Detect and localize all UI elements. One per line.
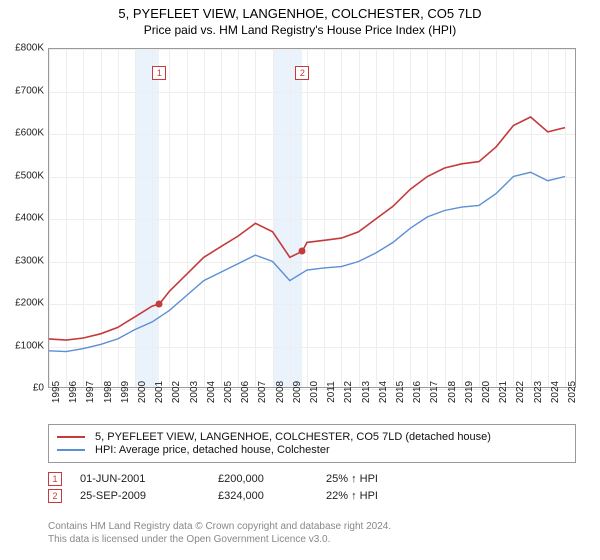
y-tick-label: £400K: [15, 213, 44, 224]
title-block: 5, PYEFLEET VIEW, LANGENHOE, COLCHESTER,…: [0, 0, 600, 37]
legend-swatch: [57, 449, 85, 451]
series-hpi: [49, 172, 565, 351]
x-tick-label: 2005: [223, 381, 234, 403]
x-tick-label: 2020: [481, 381, 492, 403]
x-tick-label: 2007: [257, 381, 268, 403]
chart-marker: 2: [295, 66, 309, 80]
x-tick-label: 2025: [567, 381, 578, 403]
x-tick-label: 2008: [275, 381, 286, 403]
legend-item: HPI: Average price, detached house, Colc…: [57, 444, 567, 456]
x-tick-label: 2019: [464, 381, 475, 403]
x-tick-label: 2014: [378, 381, 389, 403]
sale-date: 25-SEP-2009: [80, 490, 200, 502]
x-tick-label: 1999: [120, 381, 131, 403]
x-tick-label: 2015: [395, 381, 406, 403]
chart-marker: 1: [152, 66, 166, 80]
sale-marker-icon: 1: [48, 472, 62, 486]
footer-line: Contains HM Land Registry data © Crown c…: [48, 520, 576, 533]
y-tick-label: £800K: [15, 43, 44, 54]
sale-price: £200,000: [218, 473, 308, 485]
x-tick-label: 2018: [447, 381, 458, 403]
y-tick-label: £300K: [15, 255, 44, 266]
y-tick-label: £700K: [15, 85, 44, 96]
sale-price: £324,000: [218, 490, 308, 502]
sale-dot: [299, 248, 306, 255]
y-tick-label: £600K: [15, 128, 44, 139]
footer-line: This data is licensed under the Open Gov…: [48, 533, 576, 546]
table-row: 1 01-JUN-2001 £200,000 25% ↑ HPI: [48, 472, 576, 486]
x-tick-label: 1998: [103, 381, 114, 403]
x-tick-label: 2022: [515, 381, 526, 403]
x-tick-label: 2021: [498, 381, 509, 403]
y-tick-label: £200K: [15, 298, 44, 309]
legend-item: 5, PYEFLEET VIEW, LANGENHOE, COLCHESTER,…: [57, 431, 567, 443]
x-tick-label: 2004: [206, 381, 217, 403]
sale-date: 01-JUN-2001: [80, 473, 200, 485]
y-tick-label: £500K: [15, 170, 44, 181]
y-tick-label: £0: [33, 383, 44, 394]
page-subtitle: Price paid vs. HM Land Registry's House …: [0, 23, 600, 37]
x-tick-label: 2024: [550, 381, 561, 403]
plot-region: 12: [48, 48, 576, 388]
x-tick-label: 2010: [309, 381, 320, 403]
lines-svg: [49, 49, 577, 389]
x-tick-label: 2001: [154, 381, 165, 403]
x-tick-label: 2000: [137, 381, 148, 403]
legend-label: HPI: Average price, detached house, Colc…: [95, 444, 330, 456]
x-tick-label: 2011: [326, 381, 337, 403]
footer-text: Contains HM Land Registry data © Crown c…: [48, 520, 576, 546]
table-row: 2 25-SEP-2009 £324,000 22% ↑ HPI: [48, 489, 576, 503]
x-tick-label: 2003: [189, 381, 200, 403]
page-title: 5, PYEFLEET VIEW, LANGENHOE, COLCHESTER,…: [0, 6, 600, 21]
x-tick-label: 2009: [292, 381, 303, 403]
sale-dot: [156, 301, 163, 308]
x-tick-label: 2016: [412, 381, 423, 403]
legend-box: 5, PYEFLEET VIEW, LANGENHOE, COLCHESTER,…: [48, 424, 576, 463]
y-tick-label: £100K: [15, 340, 44, 351]
x-tick-label: 2023: [533, 381, 544, 403]
sale-pct: 25% ↑ HPI: [326, 473, 426, 485]
x-tick-label: 1997: [85, 381, 96, 403]
x-tick-label: 1996: [68, 381, 79, 403]
legend-swatch: [57, 436, 85, 438]
x-tick-label: 2013: [361, 381, 372, 403]
x-tick-label: 2017: [429, 381, 440, 403]
sale-marker-icon: 2: [48, 489, 62, 503]
series-price_paid: [49, 117, 565, 340]
x-tick-label: 2006: [240, 381, 251, 403]
chart-area: 12 £0£100K£200K£300K£400K£500K£600K£700K…: [48, 48, 576, 388]
sale-pct: 22% ↑ HPI: [326, 490, 426, 502]
chart-container: 5, PYEFLEET VIEW, LANGENHOE, COLCHESTER,…: [0, 0, 600, 560]
x-tick-label: 1995: [51, 381, 62, 403]
legend-label: 5, PYEFLEET VIEW, LANGENHOE, COLCHESTER,…: [95, 431, 491, 443]
x-tick-label: 2012: [343, 381, 354, 403]
sales-table: 1 01-JUN-2001 £200,000 25% ↑ HPI 2 25-SE…: [48, 469, 576, 506]
x-tick-label: 2002: [171, 381, 182, 403]
